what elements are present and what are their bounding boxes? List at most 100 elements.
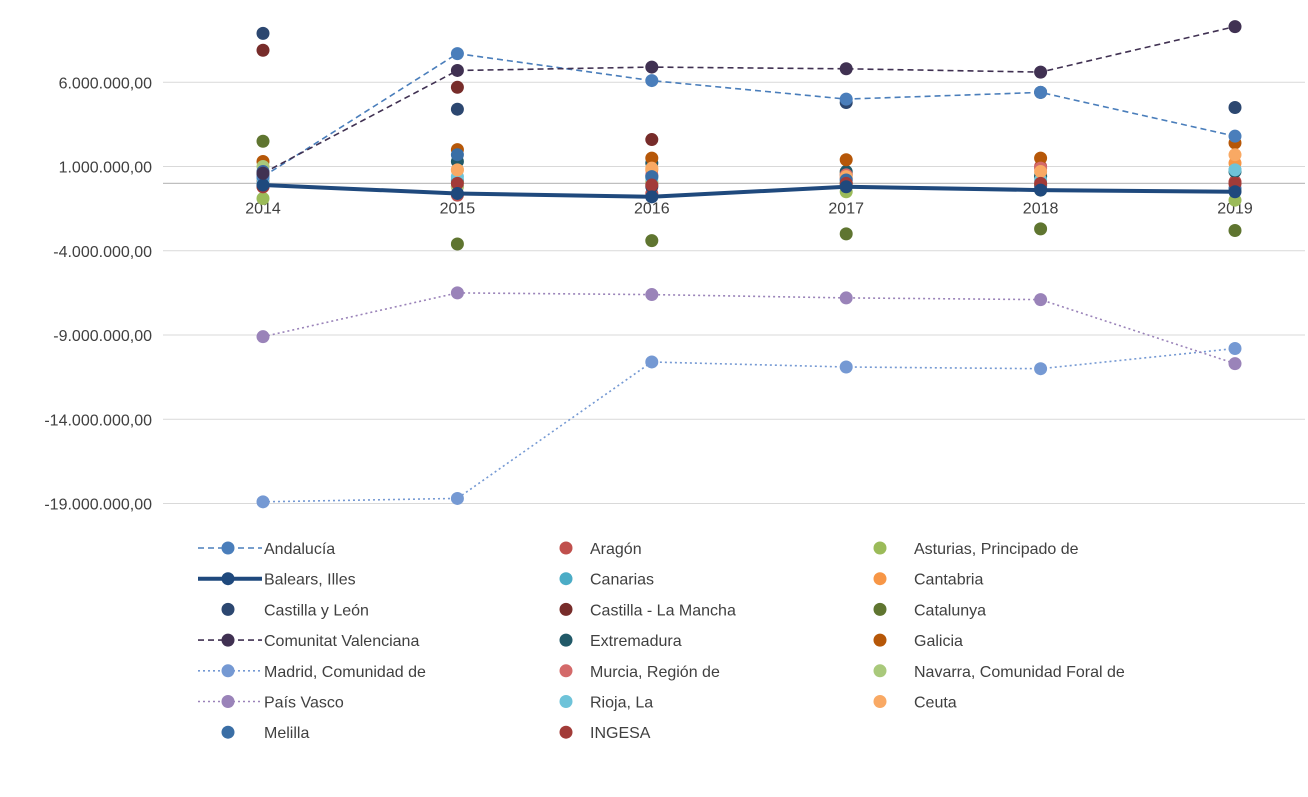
series-line <box>262 52 1236 178</box>
legend-label: Cantabria <box>914 572 983 589</box>
legend-label: Canarias <box>590 572 654 589</box>
data-point <box>839 291 853 305</box>
y-tick-label: -9.000.000,00 <box>53 328 152 345</box>
data-point <box>450 286 464 300</box>
legend-item-asturias-principado-de: Asturias, Principado de <box>873 541 1079 558</box>
series-pais-vasco <box>256 286 1242 371</box>
legend-label: Balears, Illes <box>264 572 356 589</box>
legend-item-navarra-comunidad-foral-de: Navarra, Comunidad Foral de <box>873 664 1125 681</box>
legend-item-melilla: Melilla <box>221 725 309 742</box>
data-point <box>1228 357 1242 371</box>
legend-item-cantabria: Cantabria <box>873 572 983 589</box>
gridlines <box>163 81 1305 504</box>
series-rioja-la <box>256 163 1242 190</box>
x-tick-label: 2017 <box>828 200 864 217</box>
data-point <box>839 153 853 167</box>
data-point <box>645 234 659 248</box>
data-point <box>645 178 659 192</box>
data-point <box>1228 224 1242 238</box>
legend-label: Murcia, Región de <box>590 664 720 681</box>
legend-marker <box>559 602 573 616</box>
legend-label: Castilla - La Mancha <box>590 602 736 619</box>
legend-marker <box>559 695 573 708</box>
legend-item-pais-vasco: País Vasco <box>198 695 344 712</box>
legend-marker <box>221 695 235 708</box>
legend-item-ingesa: INGESA <box>559 725 651 742</box>
data-point <box>645 60 659 74</box>
legend-label: Rioja, La <box>590 695 653 712</box>
legend-label: Navarra, Comunidad Foral de <box>914 664 1125 681</box>
series-balears-illes <box>256 178 1242 204</box>
legend-marker <box>559 572 573 586</box>
x-tick-label: 2018 <box>1023 200 1059 217</box>
legend: Andalucía Aragón Asturias, Principado de Ba… <box>198 541 1125 742</box>
series-ceuta <box>256 148 1242 184</box>
data-point <box>1228 20 1242 34</box>
legend-item-ceuta: Ceuta <box>873 695 957 712</box>
legend-label: Aragón <box>590 541 642 558</box>
series-castilla-y-leon <box>256 26 1242 194</box>
y-tick-label: -19.000.000,00 <box>44 497 152 514</box>
legend-marker <box>873 541 887 555</box>
series-melilla <box>256 148 1242 195</box>
data-point <box>645 288 659 302</box>
data-point <box>450 163 464 177</box>
y-tick-label: 6.000.000,00 <box>59 75 153 92</box>
data-point <box>450 63 464 77</box>
legend-marker <box>873 664 887 678</box>
data-point <box>256 495 270 509</box>
data-point <box>1228 163 1242 177</box>
data-point <box>256 166 270 180</box>
x-tick-label: 2014 <box>245 200 281 217</box>
series-madrid-comunidad-de <box>256 341 1242 509</box>
data-point <box>645 355 659 369</box>
series-line <box>262 347 1236 503</box>
data-point <box>1228 185 1242 199</box>
legend-item-catalunya: Catalunya <box>873 602 986 619</box>
series-catalunya <box>256 134 1242 251</box>
series-galicia <box>256 136 1242 168</box>
data-point <box>256 26 270 40</box>
data-point <box>645 133 659 147</box>
legend-marker <box>221 633 235 647</box>
data-point <box>1034 151 1048 165</box>
legend-label: Castilla y León <box>264 602 369 619</box>
legend-item-madrid-comunidad-de: Madrid, Comunidad de <box>198 664 426 681</box>
legend-item-extremadura: Extremadura <box>559 633 682 650</box>
legend-label: INGESA <box>590 725 651 742</box>
y-tick-label: 1.000.000,00 <box>59 160 153 177</box>
legend-marker <box>221 725 235 739</box>
series-line <box>262 292 1236 365</box>
legend-label: Galicia <box>914 633 963 650</box>
data-point <box>645 74 659 88</box>
series-cantabria <box>256 156 1242 184</box>
legend-item-andalucia: Andalucía <box>198 541 335 558</box>
data-point <box>256 192 270 206</box>
legend-label: Andalucía <box>264 541 335 558</box>
data-point <box>450 80 464 94</box>
legend-label: Madrid, Comunidad de <box>264 664 426 681</box>
legend-item-comunitat-valenciana: Comunitat Valenciana <box>198 633 419 650</box>
data-point <box>1034 293 1048 307</box>
data-point <box>1228 101 1242 115</box>
legend-item-balears-illes: Balears, Illes <box>198 572 356 589</box>
legend-marker <box>221 602 235 616</box>
legend-item-castilla-la-mancha: Castilla - La Mancha <box>559 602 736 619</box>
legend-label: Ceuta <box>914 695 957 712</box>
legend-item-castilla-y-leon: Castilla y León <box>221 602 369 619</box>
x-tick-label: 2019 <box>1217 200 1253 217</box>
legend-label: Comunitat Valenciana <box>264 633 419 650</box>
data-point <box>1034 85 1048 99</box>
legend-marker <box>559 541 573 555</box>
legend-label: Melilla <box>264 725 309 742</box>
legend-marker <box>873 572 887 586</box>
legend-label: Extremadura <box>590 633 682 650</box>
legend-marker <box>559 633 573 647</box>
data-point <box>450 176 464 190</box>
data-point <box>645 151 659 165</box>
legend-marker <box>221 572 235 586</box>
data-point <box>1034 183 1048 197</box>
y-tick-label: -14.000.000,00 <box>44 412 152 429</box>
y-tick-label: -4.000.000,00 <box>53 244 152 261</box>
